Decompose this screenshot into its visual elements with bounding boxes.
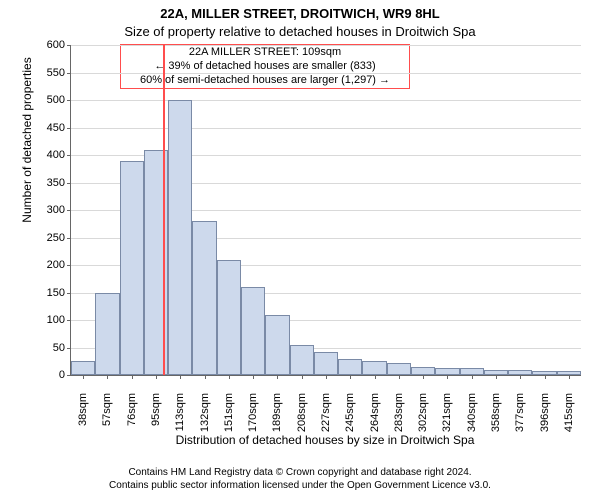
ytick-label: 500: [47, 94, 71, 106]
xtick-mark: [326, 375, 327, 379]
xtick-mark: [132, 375, 133, 379]
xtick-label: 340sqm: [466, 387, 478, 432]
xtick-mark: [350, 375, 351, 379]
grid-line: [71, 128, 581, 129]
bar: [265, 315, 289, 376]
footer-line2: Contains public sector information licen…: [0, 480, 600, 493]
bar: [217, 260, 241, 376]
xtick-label: 132sqm: [199, 387, 211, 432]
xtick-label: 377sqm: [514, 387, 526, 432]
ytick-label: 150: [47, 287, 71, 299]
xtick-label: 208sqm: [296, 387, 308, 432]
ytick-label: 300: [47, 204, 71, 216]
chart-container: 22A, MILLER STREET, DROITWICH, WR9 8HL S…: [0, 0, 600, 500]
bar: [71, 361, 95, 375]
chart-title-line1: 22A, MILLER STREET, DROITWICH, WR9 8HL: [0, 6, 600, 21]
bar: [95, 293, 119, 376]
ytick-label: 100: [47, 314, 71, 326]
xtick-label: 76sqm: [126, 387, 138, 426]
xtick-mark: [229, 375, 230, 379]
xtick-mark: [302, 375, 303, 379]
xtick-mark: [83, 375, 84, 379]
bar: [387, 363, 411, 375]
bar: [168, 100, 192, 375]
bar: [241, 287, 265, 375]
xtick-mark: [205, 375, 206, 379]
xtick-mark: [569, 375, 570, 379]
xtick-label: 95sqm: [150, 387, 162, 426]
ytick-label: 250: [47, 232, 71, 244]
xtick-mark: [472, 375, 473, 379]
xtick-label: 227sqm: [320, 387, 332, 432]
reference-line: [163, 45, 165, 375]
footer-line1: Contains HM Land Registry data © Crown c…: [0, 467, 600, 480]
bar: [120, 161, 144, 376]
bar: [460, 368, 484, 375]
ytick-label: 50: [53, 342, 71, 354]
xtick-mark: [156, 375, 157, 379]
xtick-mark: [423, 375, 424, 379]
xtick-label: 358sqm: [490, 387, 502, 432]
xtick-mark: [253, 375, 254, 379]
grid-line: [71, 45, 581, 46]
ytick-label: 550: [47, 67, 71, 79]
xtick-mark: [107, 375, 108, 379]
xtick-label: 170sqm: [247, 387, 259, 432]
ytick-label: 200: [47, 259, 71, 271]
xtick-mark: [496, 375, 497, 379]
ytick-label: 350: [47, 177, 71, 189]
bar: [362, 361, 386, 375]
ytick-label: 0: [59, 369, 71, 381]
xtick-mark: [447, 375, 448, 379]
xtick-mark: [399, 375, 400, 379]
y-axis-label: Number of detached properties: [20, 0, 34, 305]
grid-line: [71, 100, 581, 101]
footer-attribution: Contains HM Land Registry data © Crown c…: [0, 467, 600, 492]
xtick-label: 396sqm: [539, 387, 551, 432]
xtick-label: 264sqm: [369, 387, 381, 432]
bar: [411, 367, 435, 375]
chart-title-line2: Size of property relative to detached ho…: [0, 24, 600, 39]
bar: [338, 359, 362, 376]
xtick-label: 189sqm: [271, 387, 283, 432]
xtick-mark: [277, 375, 278, 379]
xtick-label: 113sqm: [174, 387, 186, 431]
ytick-label: 600: [47, 39, 71, 51]
xtick-label: 302sqm: [417, 387, 429, 432]
xtick-label: 245sqm: [344, 387, 356, 432]
xtick-label: 38sqm: [77, 387, 89, 426]
xtick-label: 151sqm: [223, 387, 235, 432]
xtick-mark: [545, 375, 546, 379]
bar: [192, 221, 216, 375]
ytick-label: 450: [47, 122, 71, 134]
xtick-mark: [180, 375, 181, 379]
xtick-label: 283sqm: [393, 387, 405, 432]
bar: [314, 352, 338, 375]
xtick-label: 321sqm: [441, 387, 453, 432]
plot-area: 05010015020025030035040045050055060038sq…: [70, 45, 581, 376]
xtick-mark: [520, 375, 521, 379]
grid-line: [71, 73, 581, 74]
x-axis-label: Distribution of detached houses by size …: [70, 433, 580, 447]
bar: [435, 368, 459, 375]
xtick-mark: [375, 375, 376, 379]
xtick-label: 415sqm: [563, 387, 575, 432]
xtick-label: 57sqm: [101, 387, 113, 426]
bar: [290, 345, 314, 375]
ytick-label: 400: [47, 149, 71, 161]
